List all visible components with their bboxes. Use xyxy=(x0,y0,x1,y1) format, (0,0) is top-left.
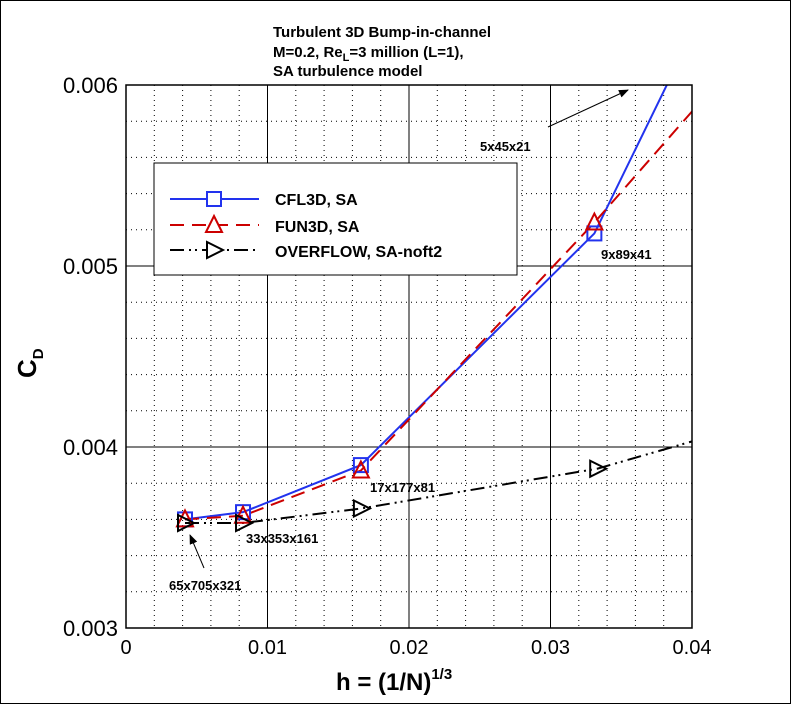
data-point-1 xyxy=(175,508,195,528)
chart-title-line-2: M=0.2, ReL=3 million (L=1), xyxy=(273,44,464,64)
legend: CFL3D, SA FUN3D, SA OVERFLOW, SA-noft2 xyxy=(153,162,518,276)
svg-text:65x705x321: 65x705x321 xyxy=(169,578,241,593)
series-line-1 xyxy=(184,109,692,521)
data-point-2 xyxy=(352,498,373,519)
series-layer xyxy=(184,85,692,525)
x-tick-label: 0 xyxy=(120,637,131,659)
y-tick-label: 0.005 xyxy=(63,254,118,279)
legend-label-overflow: OVERFLOW, SA-noft2 xyxy=(275,244,442,261)
legend-marker-2 xyxy=(206,240,226,260)
marker-layer xyxy=(175,211,609,533)
data-point-0 xyxy=(352,457,369,474)
x-tick-label: 0.02 xyxy=(390,637,429,659)
data-point-2 xyxy=(235,513,255,533)
y-tick-label: 0.006 xyxy=(63,73,118,98)
series-line-0 xyxy=(184,85,668,521)
x-axis-label: h = (1/N)1/3 xyxy=(336,666,452,696)
chart-title-line-3: SA turbulence model xyxy=(273,63,422,80)
annotation-65x705x321: 65x705x321 xyxy=(169,534,241,593)
legend-marker-1 xyxy=(204,213,224,233)
annotation-33x353x161: 33x353x161 xyxy=(246,531,318,546)
data-point-1 xyxy=(584,211,604,231)
data-point-2 xyxy=(177,513,197,533)
y-tick-label: 0.003 xyxy=(63,616,118,641)
annotation-17x177x81: 17x177x81 xyxy=(370,480,435,495)
x-tick-label: 0.03 xyxy=(531,637,570,659)
legend-marker-0 xyxy=(206,191,222,207)
chart-title-line-1: Turbulent 3D Bump-in-channel xyxy=(273,24,491,41)
data-point-0 xyxy=(586,225,603,242)
plot-border xyxy=(125,84,693,629)
x-tick-label: 0.04 xyxy=(673,637,712,659)
legend-label-cfl3d: CFL3D, SA xyxy=(275,192,358,209)
x-tick-label: 0.01 xyxy=(248,637,287,659)
series-line-2 xyxy=(185,440,692,525)
svg-text:5x45x21: 5x45x21 xyxy=(480,139,531,154)
ticks: 0 0.01 0.02 0.03 0.04 0.003 0.004 0.005 0.006 xyxy=(63,73,712,659)
legend-label-fun3d: FUN3D, SA xyxy=(275,219,360,236)
y-tick-label: 0.004 xyxy=(63,435,118,460)
annotation-9x89x41: 9x89x41 xyxy=(601,247,652,262)
data-point-2 xyxy=(589,459,609,479)
data-point-1 xyxy=(233,504,253,524)
data-point-1 xyxy=(351,459,371,479)
annotation-5x45x21: 5x45x21 xyxy=(480,89,629,154)
y-axis-label: CD xyxy=(12,348,47,378)
